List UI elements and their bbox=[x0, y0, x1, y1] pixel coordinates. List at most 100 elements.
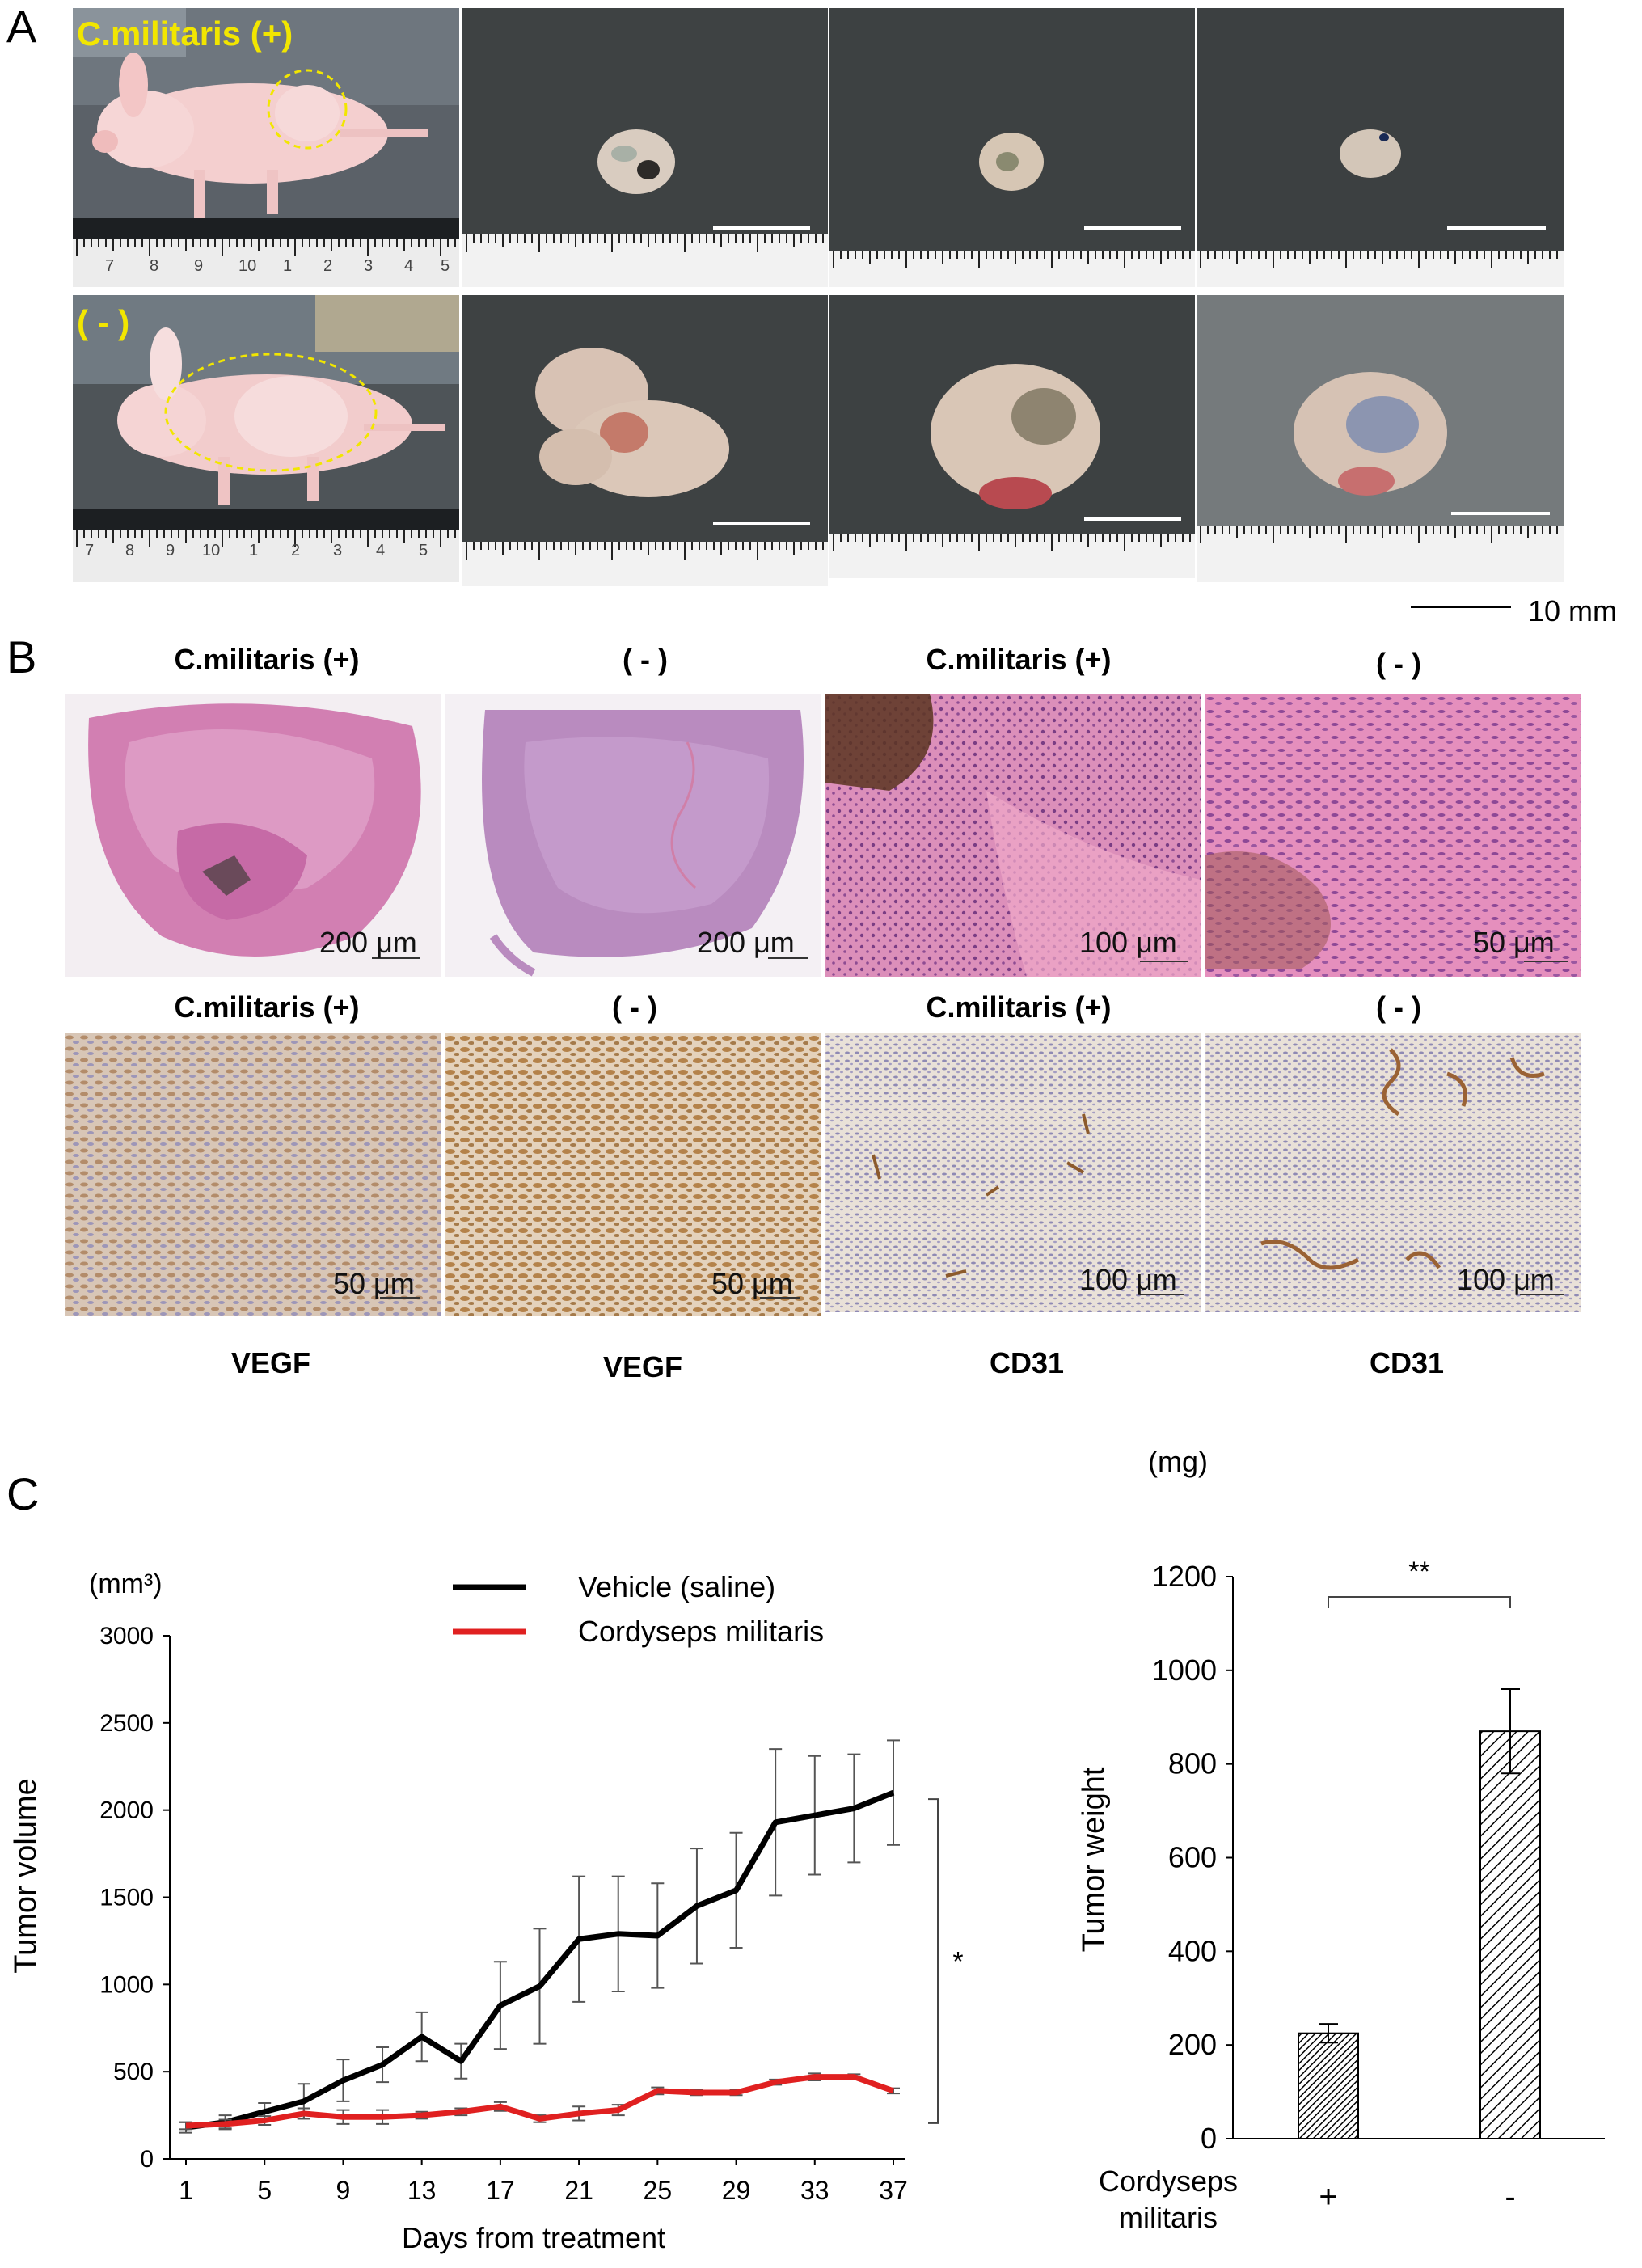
ruler-tick bbox=[323, 530, 325, 538]
ruler-tick bbox=[1513, 526, 1514, 534]
ruler-tick bbox=[560, 234, 562, 243]
ruler-tick bbox=[287, 239, 289, 247]
ruler-tick bbox=[440, 239, 441, 256]
ruler-tick bbox=[280, 530, 281, 538]
ruler-tick bbox=[1542, 251, 1543, 259]
ruler-tick bbox=[935, 251, 936, 259]
ruler-tick bbox=[1287, 251, 1289, 259]
ruler-tick bbox=[1153, 251, 1154, 259]
ruler-tick bbox=[1029, 534, 1031, 542]
ruler-tick bbox=[757, 234, 758, 252]
x-axis-title-line: Cordyseps bbox=[1099, 2165, 1238, 2198]
ruler-number: 5 bbox=[419, 542, 428, 560]
ruler-tick bbox=[200, 530, 201, 538]
ruler-tick bbox=[1447, 526, 1449, 534]
ruler-tick bbox=[589, 542, 591, 550]
ruler-tick bbox=[840, 534, 842, 542]
label-minus: ( - ) bbox=[77, 303, 130, 341]
ruler-tick bbox=[720, 542, 722, 555]
ruler-tick bbox=[993, 534, 994, 542]
tumor-photo-minus-3 bbox=[1197, 295, 1564, 526]
ruler-tick bbox=[648, 542, 649, 555]
ruler-tick bbox=[178, 530, 179, 538]
x-axis-title-line: militaris bbox=[1119, 2201, 1218, 2234]
ruler-tick bbox=[229, 530, 230, 538]
ruler-tick bbox=[735, 234, 737, 243]
ruler-number: 1 bbox=[249, 542, 259, 560]
ruler-tick bbox=[1214, 526, 1216, 534]
ruler-tick bbox=[389, 530, 390, 538]
ruler-tick bbox=[141, 239, 143, 247]
tumor-ruler-minus-1 bbox=[462, 542, 828, 586]
ruler-tick bbox=[1073, 534, 1074, 542]
tumor-ruler-plus-1 bbox=[462, 234, 828, 287]
ruler-tick bbox=[822, 234, 824, 243]
y-tick-label: 500 bbox=[113, 2059, 154, 2085]
ruler-tick bbox=[524, 234, 526, 243]
ruler-tick bbox=[418, 530, 420, 538]
ruler-tick bbox=[1316, 251, 1318, 259]
x-tick-label: 17 bbox=[486, 2176, 515, 2205]
ruler-tick bbox=[920, 251, 922, 259]
ruler-tick bbox=[1167, 534, 1169, 542]
ruler-tick bbox=[1146, 534, 1147, 542]
ruler-tick bbox=[589, 234, 591, 243]
ruler-tick bbox=[1556, 251, 1558, 259]
ruler-tick bbox=[229, 239, 230, 247]
scale-label-r1-3: 100 μm bbox=[1079, 926, 1177, 959]
ruler-tick bbox=[1338, 251, 1340, 259]
ruler-tick bbox=[488, 234, 489, 243]
ruler-tick bbox=[869, 251, 871, 264]
significance-bracket bbox=[1328, 1596, 1511, 1608]
ruler-strip-top bbox=[73, 239, 459, 287]
ruler-tick bbox=[949, 251, 951, 259]
ruler-tick bbox=[1382, 526, 1383, 538]
ruler-tick bbox=[524, 542, 526, 550]
ruler-tick bbox=[411, 239, 412, 247]
tumor-ruler-minus-3 bbox=[1197, 526, 1564, 582]
x-tick-label: 9 bbox=[336, 2176, 351, 2205]
ruler-tick bbox=[699, 234, 700, 243]
ruler-tick bbox=[338, 239, 340, 247]
ruler-tick bbox=[120, 239, 121, 247]
ruler-tick bbox=[847, 534, 849, 542]
ruler-tick bbox=[127, 239, 129, 247]
stain-label-3: CD31 bbox=[989, 1346, 1065, 1379]
ruler-tick bbox=[1454, 526, 1456, 538]
ruler-tick bbox=[149, 239, 150, 256]
ruler-tick bbox=[1389, 251, 1391, 259]
ruler-tick bbox=[735, 542, 737, 550]
y-tick-label: 600 bbox=[1168, 1841, 1217, 1874]
ruler-tick bbox=[120, 530, 121, 538]
ruler-tick bbox=[905, 251, 907, 268]
ruler-tick bbox=[927, 251, 929, 259]
ruler-tick bbox=[633, 542, 635, 550]
ruler-tick bbox=[374, 239, 376, 247]
x-tick-label: 13 bbox=[407, 2176, 437, 2205]
ruler-tick bbox=[560, 542, 562, 550]
ruler-tick bbox=[1182, 251, 1184, 259]
ruler-tick bbox=[1058, 251, 1060, 259]
ruler-tick bbox=[1124, 251, 1125, 268]
ruler-tick bbox=[1073, 251, 1074, 259]
ruler-tick bbox=[382, 239, 383, 247]
ruler-tick bbox=[855, 251, 856, 259]
ruler-tick bbox=[935, 534, 936, 542]
ruler-tick bbox=[134, 530, 136, 538]
ruler-tick bbox=[222, 530, 223, 547]
ruler-tick bbox=[280, 239, 281, 247]
ruler-tick bbox=[1484, 251, 1485, 259]
ruler-tick bbox=[473, 234, 475, 243]
tumor-photo-plus-2 bbox=[829, 8, 1195, 251]
ruler-tick bbox=[200, 239, 201, 247]
panel-letter-c: C bbox=[6, 1468, 40, 1519]
ruler-tick bbox=[76, 530, 78, 547]
ruler-tick bbox=[905, 534, 907, 551]
ruler-tick bbox=[1265, 526, 1267, 534]
ruler-tick bbox=[764, 542, 766, 550]
ruler-tick bbox=[1087, 251, 1089, 264]
ruler-tick bbox=[920, 534, 922, 542]
ruler-tick bbox=[1505, 526, 1507, 534]
ruler-tick bbox=[389, 239, 390, 247]
ruler-tick bbox=[1411, 526, 1412, 534]
